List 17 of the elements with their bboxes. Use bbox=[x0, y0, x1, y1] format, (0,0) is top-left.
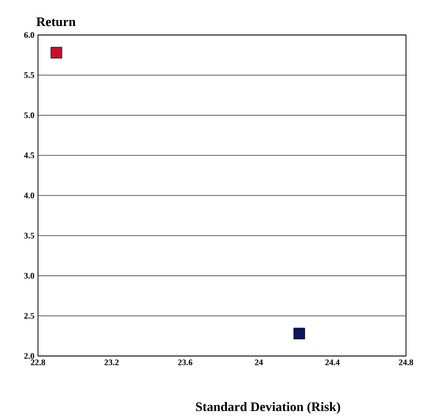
y-tick-label: 5.5 bbox=[24, 72, 34, 78]
x-axis-title: Standard Deviation (Risk) bbox=[196, 402, 340, 414]
y-axis-title: Return bbox=[36, 18, 76, 26]
y-tick-label: 2.0 bbox=[24, 353, 34, 359]
y-tick-label: 5.0 bbox=[24, 112, 34, 118]
x-tick-label: 23.2 bbox=[104, 360, 119, 366]
x-tick-label: 23.6 bbox=[178, 360, 192, 366]
x-tick-label: 24.4 bbox=[325, 360, 340, 366]
y-tick-label: 3.5 bbox=[24, 232, 34, 238]
x-tick-label: 24 bbox=[254, 360, 263, 366]
y-tick-label: 6.0 bbox=[24, 32, 34, 38]
x-tick-label: 24.8 bbox=[398, 360, 414, 366]
y-tick-label: 2.5 bbox=[24, 313, 34, 319]
x-tick-label: 22.8 bbox=[30, 360, 46, 366]
y-tick-label: 4.5 bbox=[24, 152, 34, 158]
y-tick-label: 3.0 bbox=[24, 272, 34, 279]
y-tick-label: 4.0 bbox=[24, 192, 34, 198]
